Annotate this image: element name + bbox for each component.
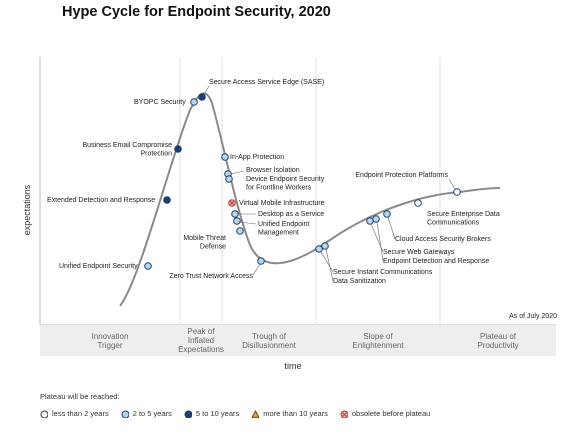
- technology-label: Data Sanitization: [333, 278, 386, 285]
- technology-label: Virtual Mobile Infrastructure: [239, 200, 325, 207]
- chart-title: Hype Cycle for Endpoint Security, 2020: [62, 4, 331, 20]
- phase-band: [40, 325, 556, 356]
- legend-marker-icon: [340, 410, 348, 418]
- technology-marker: [225, 175, 233, 183]
- legend-label: 5 to 10 years: [195, 409, 240, 418]
- leader-line: [325, 248, 334, 282]
- legend-item-less-2: less than 2 years: [40, 409, 109, 418]
- technology-label: Mobile Threat Defense: [183, 235, 226, 251]
- phase-labels: Innovation Trigger Peak of Inflated Expectat…: [92, 327, 519, 354]
- technology-marker: [174, 145, 182, 153]
- legend-marker-icon: [40, 410, 48, 418]
- technology-marker: [236, 227, 244, 235]
- technology-label: Desktop as a Service: [258, 211, 324, 218]
- technology-label: Unified Endpoint Management: [258, 221, 309, 237]
- legend-label: obsolete before plateau: [351, 409, 431, 418]
- leader-line: [448, 178, 456, 190]
- phase-label: Trough of Disillusionment: [242, 332, 297, 350]
- legend-item-more-10: more than 10 years: [251, 409, 328, 418]
- technology-label: Endpoint Detection and Response: [383, 258, 489, 265]
- technology-label: Unified Endpoint Security: [59, 263, 138, 270]
- technology-marker: [198, 93, 206, 101]
- as-of-note: As of July 2020: [509, 313, 557, 320]
- technology-marker: [372, 215, 380, 223]
- legend-items: less than 2 years 2 to 5 years 5 to 10 yea…: [40, 409, 436, 418]
- legend-marker: [184, 410, 192, 418]
- x-axis-label: time: [284, 361, 301, 371]
- obsolete-cross-icon: [342, 411, 347, 417]
- technology-label: Secure Enterprise Data Communications: [427, 211, 500, 227]
- technology-marker: [414, 199, 422, 207]
- phase-label: Slope of Enlightenment: [352, 332, 404, 350]
- legend-label: less than 2 years: [52, 409, 109, 418]
- technology-label: Cloud Access Security Brokers: [395, 236, 491, 243]
- legend-label: 2 to 5 years: [132, 409, 172, 418]
- leader-line: [204, 85, 210, 94]
- technology-marker: [257, 257, 265, 265]
- technology-marker: [231, 210, 239, 218]
- phase-label: Plateau of Productivity: [477, 332, 518, 350]
- technology-label: Business Email Compromise Protection: [83, 142, 173, 158]
- legend-marker: [121, 410, 129, 418]
- technology-marker: [190, 98, 198, 106]
- technology-label: Secure Access Service Edge (SASE): [209, 79, 324, 86]
- leader-line: [239, 221, 257, 225]
- legend-marker-icon: [184, 410, 192, 418]
- legend-item-5-10: 5 to 10 years: [184, 409, 239, 418]
- legend-title: Plateau will be reached:: [40, 392, 120, 401]
- legend-marker: [40, 410, 48, 418]
- technology-marker: [321, 242, 329, 250]
- technology-label: Device Endpoint Security for Frontline Wo…: [246, 176, 325, 192]
- leader-lines: [204, 85, 456, 282]
- phase-separators: [179, 57, 441, 356]
- leader-line: [387, 216, 396, 240]
- legend: Plateau will be reached: less than 2 yea…: [40, 392, 436, 418]
- technology-label: In-App Protection: [230, 154, 284, 161]
- technology-label: Zero Trust Network Access: [169, 273, 253, 280]
- technology-marker: [144, 262, 152, 270]
- technology-label: Extended Detection and Response: [47, 197, 155, 204]
- leader-line: [252, 263, 261, 276]
- technology-labels: Unified Endpoint Security Extended Detect…: [47, 79, 500, 285]
- technology-markers: [144, 93, 461, 270]
- technology-marker: [453, 188, 461, 196]
- obsolete-cross-icon: [229, 200, 235, 206]
- phase-label: Innovation Trigger: [92, 332, 129, 350]
- technology-label: BYOPC Security: [134, 99, 186, 106]
- legend-marker: [251, 409, 260, 418]
- legend-item-obsolete: obsolete before plateau: [340, 409, 430, 418]
- technology-marker: [221, 153, 229, 161]
- technology-label: Secure Web Gateways: [383, 249, 455, 256]
- legend-item-2-5: 2 to 5 years: [121, 409, 172, 418]
- legend-label: more than 10 years: [263, 409, 328, 418]
- leader-line: [320, 251, 334, 273]
- hype-curve: [119, 92, 501, 307]
- technology-label: Endpoint Protection Platforms: [355, 172, 448, 179]
- technology-marker: [233, 217, 241, 225]
- leader-line: [230, 170, 245, 175]
- phase-label: Peak of Inflated Expectations: [178, 327, 224, 354]
- technology-label: Browser Isolation: [246, 167, 300, 174]
- y-axis-label: expectations: [22, 184, 32, 235]
- leader-line: [376, 221, 384, 262]
- legend-marker-icon: [251, 409, 260, 418]
- legend-marker-icon: [121, 410, 129, 418]
- technology-marker: [315, 245, 323, 253]
- technology-label: Secure Instant Communications: [333, 269, 433, 276]
- technology-marker: [383, 210, 391, 218]
- technology-marker: [163, 196, 171, 204]
